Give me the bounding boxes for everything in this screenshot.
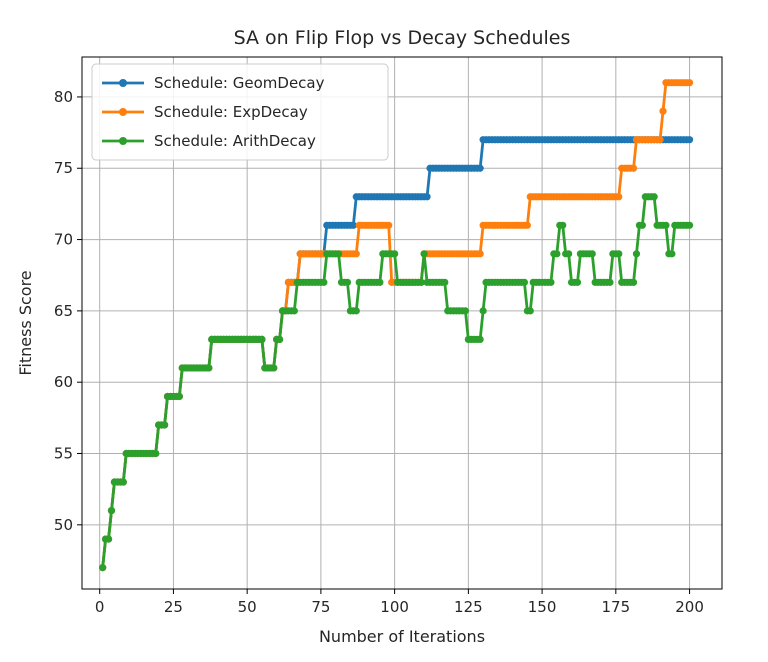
legend-label: Schedule: GeomDecay — [154, 74, 325, 92]
data-point — [479, 307, 487, 315]
x-tick-label: 50 — [238, 598, 257, 616]
data-point — [476, 164, 484, 172]
grid — [82, 57, 722, 589]
data-point — [376, 278, 384, 286]
data-point — [656, 136, 664, 144]
data-point — [615, 193, 623, 201]
legend-swatch-marker — [119, 137, 127, 145]
data-point — [638, 221, 646, 229]
legend-label: Schedule: ArithDecay — [154, 132, 316, 150]
legend-swatch-marker — [119, 79, 127, 87]
x-tick-label: 75 — [311, 598, 330, 616]
y-tick-label: 50 — [54, 516, 73, 534]
data-point — [685, 79, 694, 87]
data-point — [99, 564, 107, 572]
data-point — [417, 278, 425, 286]
legend-box — [91, 63, 389, 161]
data-point — [461, 307, 470, 315]
data-point — [650, 193, 658, 201]
data-point — [553, 250, 561, 258]
y-axis-label: Fitness Score — [16, 270, 35, 375]
data-point — [349, 221, 357, 229]
data-point — [685, 136, 694, 144]
data-point — [391, 250, 399, 258]
data-point — [276, 335, 284, 343]
x-tick-label: 0 — [95, 598, 105, 616]
data-point — [476, 335, 484, 343]
data-point — [352, 250, 360, 258]
data-point — [668, 250, 676, 258]
legend-label: Schedule: ExpDecay — [154, 103, 308, 121]
legend-swatch-marker — [119, 108, 127, 116]
data-point — [205, 364, 213, 372]
data-point — [258, 335, 266, 343]
data-point — [523, 221, 531, 229]
data-point — [662, 221, 670, 229]
series-line — [101, 138, 690, 568]
data-point — [334, 250, 343, 258]
data-point — [659, 107, 667, 115]
y-tick-label: 80 — [54, 88, 73, 106]
data-point — [476, 250, 484, 258]
series-group — [99, 79, 694, 572]
x-tick-label: 175 — [602, 598, 631, 616]
data-point — [573, 278, 582, 286]
data-point — [175, 392, 183, 401]
data-point — [420, 250, 428, 258]
x-tick-label: 150 — [528, 598, 557, 616]
data-point — [423, 193, 431, 201]
x-tick-label: 125 — [454, 598, 483, 616]
x-axis-label: Number of Iterations — [319, 627, 485, 646]
data-point — [104, 535, 113, 543]
data-point — [152, 449, 160, 458]
data-point — [320, 278, 328, 286]
data-point — [352, 307, 360, 315]
y-tick-label: 75 — [54, 159, 73, 177]
data-point — [588, 250, 596, 258]
series-schedule-geomdecay — [99, 136, 694, 572]
data-point — [547, 278, 555, 286]
series-schedule-arithdecay — [99, 193, 694, 572]
chart-title: SA on Flip Flop vs Decay Schedules — [234, 27, 571, 49]
legend: Schedule: GeomDecay Schedule: ExpDecay Sch… — [91, 63, 389, 161]
data-point — [559, 221, 567, 229]
ticks: 0 25 50 75 100 125 150 175 200 50 55 60 65 70 75 80 — [54, 88, 704, 616]
y-tick-label: 60 — [54, 373, 73, 391]
data-point — [160, 421, 169, 429]
data-point — [629, 278, 638, 286]
data-point — [119, 478, 127, 486]
y-tick-label: 70 — [54, 231, 73, 249]
data-point — [385, 221, 393, 229]
data-point — [520, 278, 529, 286]
data-point — [615, 250, 623, 258]
x-tick-label: 25 — [164, 598, 183, 616]
data-point — [606, 278, 614, 286]
data-point — [565, 250, 573, 258]
y-tick-label: 55 — [54, 445, 73, 463]
data-point — [685, 221, 694, 229]
data-point — [270, 364, 278, 372]
data-point — [441, 278, 449, 286]
x-tick-label: 100 — [380, 598, 409, 616]
data-point — [629, 164, 638, 172]
data-point — [632, 250, 641, 258]
plot-frame — [81, 56, 723, 590]
data-point — [107, 506, 116, 515]
data-point — [526, 307, 534, 315]
data-point — [290, 307, 298, 315]
data-point — [343, 278, 352, 286]
x-tick-label: 200 — [675, 598, 704, 616]
y-tick-label: 65 — [54, 302, 73, 320]
